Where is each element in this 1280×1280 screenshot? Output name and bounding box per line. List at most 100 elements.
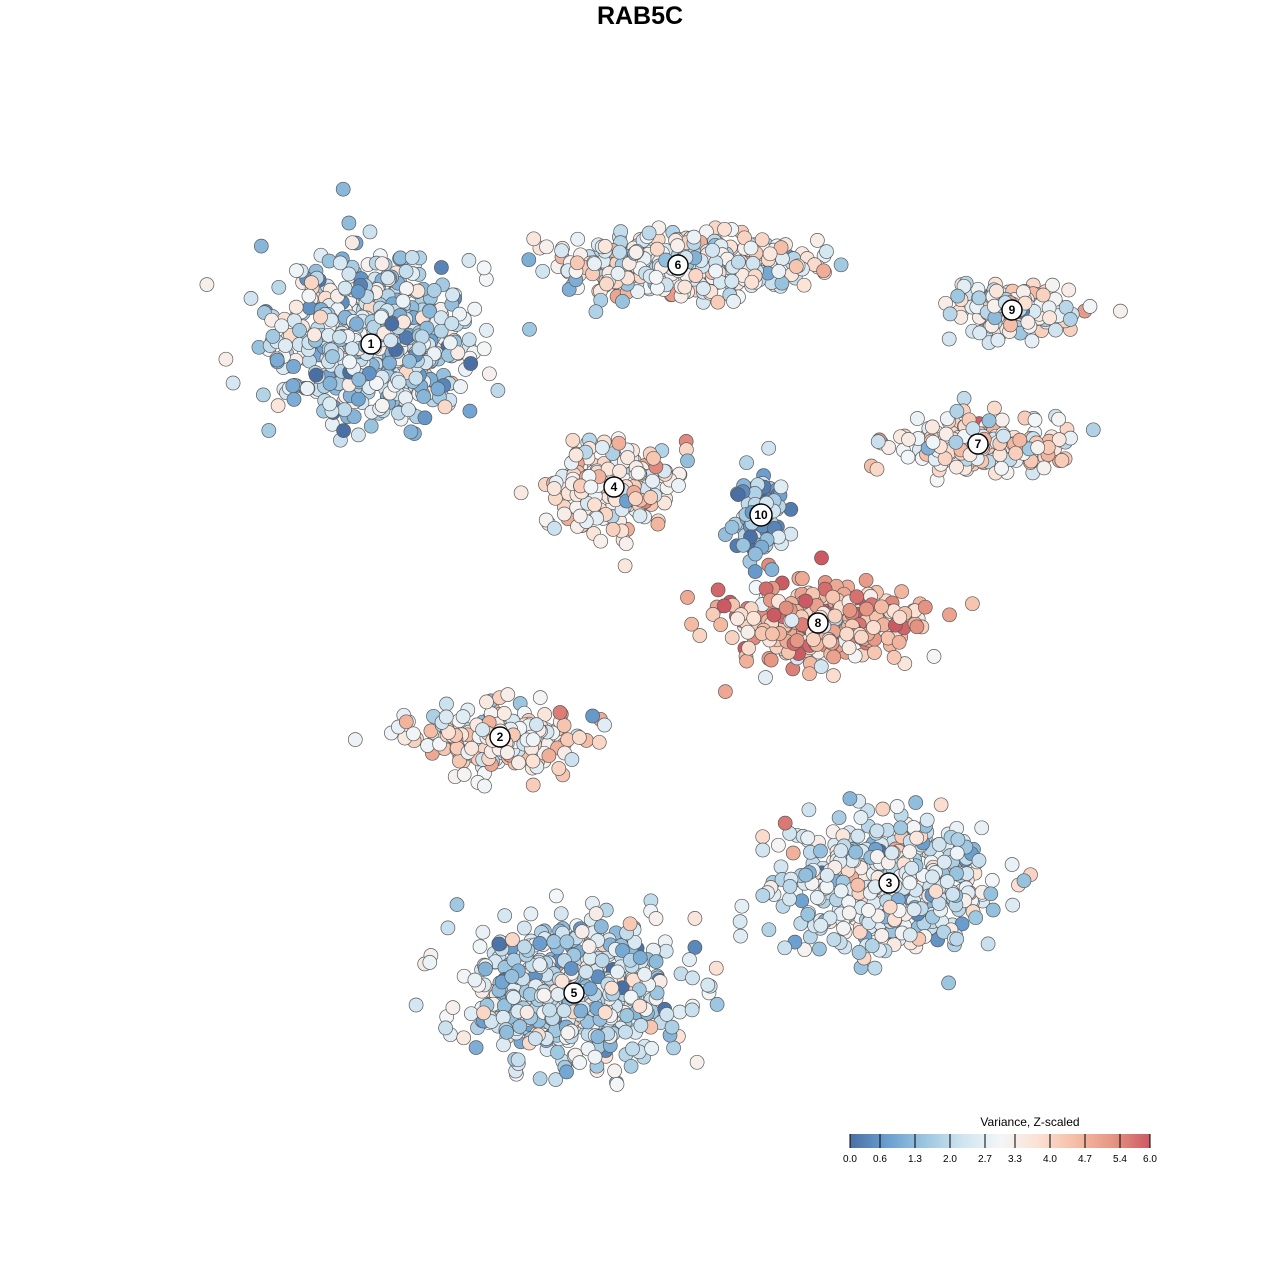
- cell-point: [581, 939, 597, 954]
- cluster-label-5: 5: [563, 982, 585, 1004]
- cell-point: [956, 391, 972, 406]
- cell-point: [403, 424, 419, 440]
- cell-point: [369, 375, 384, 391]
- cell-point: [783, 526, 799, 542]
- cell-point: [455, 709, 471, 724]
- cell-point: [902, 927, 918, 943]
- cell-point: [1027, 412, 1043, 428]
- cell-point: [482, 366, 497, 382]
- cell-point: [199, 277, 215, 292]
- cell-point: [771, 837, 786, 853]
- cell-point: [743, 240, 759, 256]
- cell-point: [628, 244, 644, 260]
- cell-point: [745, 256, 761, 271]
- cell-point: [218, 351, 234, 367]
- cell-point: [1042, 310, 1057, 326]
- cell-point: [984, 873, 1000, 888]
- cell-point: [398, 264, 414, 279]
- cell-point: [980, 936, 996, 952]
- legend-tick-label: 2.0: [943, 1154, 957, 1165]
- cell-point: [788, 259, 804, 274]
- cell-point: [479, 322, 494, 338]
- cell-point: [718, 684, 733, 699]
- cell-point: [740, 624, 756, 640]
- cell-point: [851, 945, 867, 960]
- cell-point: [1005, 897, 1021, 913]
- cell-point: [666, 1040, 681, 1056]
- cell-point: [931, 896, 947, 911]
- cell-point: [610, 964, 625, 980]
- cell-point: [271, 279, 287, 295]
- cell-point: [347, 732, 363, 747]
- cell-point: [527, 1031, 543, 1046]
- cell-point: [529, 717, 544, 732]
- cell-point: [874, 599, 889, 615]
- cell-point: [939, 874, 955, 889]
- cell-point: [794, 571, 810, 586]
- cell-point: [633, 1018, 649, 1033]
- cell-point: [479, 694, 494, 710]
- cell-point: [971, 290, 987, 306]
- cell-point: [550, 1044, 565, 1060]
- cell-point: [594, 440, 610, 455]
- cell-point: [972, 325, 988, 341]
- cell-point: [950, 288, 966, 304]
- cluster-label-9: 9: [1001, 299, 1023, 321]
- cell-point: [546, 481, 562, 496]
- cell-point: [1048, 322, 1063, 338]
- cell-point: [813, 917, 829, 933]
- legend-colorbar: 0.0 0.6 1.3 2.0 2.7 3.3 4.0 4.7 5.4 6.0: [843, 1134, 1157, 1165]
- cell-point: [744, 274, 760, 290]
- cell-point: [332, 329, 347, 345]
- color-legend: Variance, Z-scaled 0.0 0.6 1.3 2.0 2.7 3.3 4.0…: [830, 1112, 1170, 1172]
- cell-point: [800, 830, 816, 846]
- cell-point: [942, 306, 958, 322]
- cell-point: [574, 924, 590, 940]
- cell-point: [710, 582, 726, 598]
- cell-point: [773, 240, 789, 255]
- cell-point: [637, 966, 652, 982]
- cell-point: [687, 940, 703, 955]
- cell-point: [504, 969, 520, 984]
- cell-point: [950, 832, 966, 848]
- cell-point: [491, 936, 507, 952]
- cell-point: [682, 952, 697, 967]
- cell-point: [782, 879, 798, 894]
- cluster-label-6: 6: [667, 254, 689, 276]
- cell-point: [949, 403, 965, 419]
- cell-point: [724, 519, 740, 535]
- cell-point: [848, 844, 864, 860]
- cell-point: [688, 268, 704, 283]
- cell-point: [351, 427, 366, 443]
- cell-point: [517, 939, 532, 955]
- cell-point: [919, 812, 935, 828]
- cell-point: [550, 987, 566, 1002]
- cell-point: [987, 400, 1002, 416]
- cell-point: [713, 617, 729, 633]
- cell-point: [478, 961, 493, 977]
- cell-point: [322, 376, 338, 391]
- cluster-label-4: 4: [603, 476, 625, 498]
- cell-point: [632, 508, 648, 524]
- cell-point: [342, 354, 357, 370]
- cell-point: [617, 558, 633, 574]
- cell-point: [680, 590, 695, 605]
- cell-point: [496, 1037, 511, 1053]
- cell-point: [945, 886, 961, 902]
- cell-point: [850, 828, 866, 844]
- cell-point: [810, 233, 825, 248]
- cell-point: [717, 221, 732, 237]
- cell-point: [686, 229, 702, 245]
- cell-point: [462, 403, 478, 419]
- cell-point: [928, 883, 944, 899]
- cell-point: [301, 288, 317, 304]
- cell-point: [761, 440, 777, 456]
- cell-point: [556, 506, 572, 522]
- cell-point: [597, 239, 613, 254]
- cell-point: [850, 877, 866, 893]
- cell-point: [886, 650, 902, 665]
- cell-point: [445, 287, 460, 303]
- cell-point: [800, 906, 816, 922]
- legend-tick-label: 4.0: [1043, 1154, 1057, 1165]
- cell-point: [859, 601, 874, 617]
